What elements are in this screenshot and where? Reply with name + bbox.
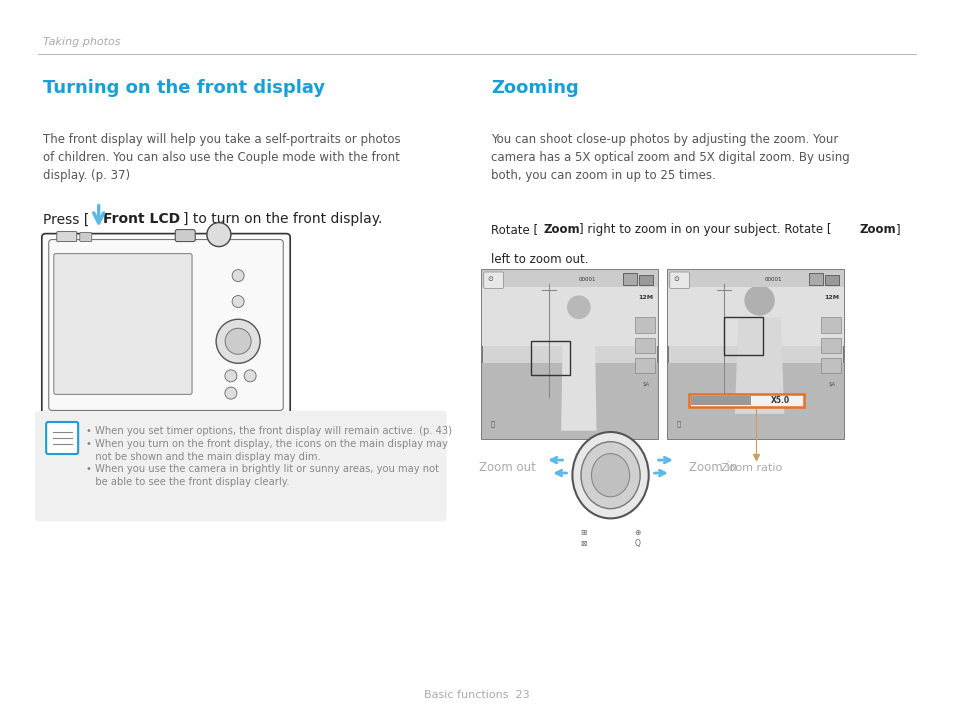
FancyBboxPatch shape <box>80 233 91 242</box>
Bar <box>824 275 838 285</box>
Text: 00001: 00001 <box>764 276 781 282</box>
FancyBboxPatch shape <box>35 411 446 521</box>
Text: Press [: Press [ <box>43 212 89 226</box>
Text: ⊞
⊠: ⊞ ⊠ <box>580 528 586 548</box>
Text: 🔋: 🔋 <box>490 420 494 427</box>
Bar <box>481 363 658 439</box>
Bar <box>821 338 840 353</box>
FancyBboxPatch shape <box>175 230 195 242</box>
Bar <box>481 270 658 439</box>
FancyBboxPatch shape <box>483 272 503 289</box>
Text: Zoom: Zoom <box>543 223 579 236</box>
Bar <box>635 358 654 373</box>
Text: ]: ] <box>896 223 900 236</box>
Text: Zoom in: Zoom in <box>689 461 737 474</box>
Text: Zoom ratio: Zoom ratio <box>720 463 781 473</box>
Bar <box>667 270 843 346</box>
Circle shape <box>225 387 236 399</box>
Bar <box>635 338 654 353</box>
Text: 00001: 00001 <box>578 276 596 282</box>
FancyBboxPatch shape <box>42 233 290 415</box>
Bar <box>531 341 569 375</box>
Bar <box>667 363 843 439</box>
Text: ⊙: ⊙ <box>487 276 493 282</box>
Ellipse shape <box>591 454 629 497</box>
Text: $A: $A <box>827 382 835 387</box>
Bar <box>723 318 762 354</box>
Text: 12M: 12M <box>638 295 653 300</box>
FancyBboxPatch shape <box>53 253 192 395</box>
Text: Zoom: Zoom <box>859 223 895 236</box>
Text: 12M: 12M <box>823 295 839 300</box>
Text: Basic functions  23: Basic functions 23 <box>424 690 529 700</box>
Bar <box>635 318 654 333</box>
Circle shape <box>232 295 244 307</box>
Text: X5.0: X5.0 <box>770 396 789 405</box>
Circle shape <box>244 370 255 382</box>
Text: Zooming: Zooming <box>491 79 578 97</box>
Text: Turning on the front display: Turning on the front display <box>43 79 325 97</box>
Polygon shape <box>560 321 596 431</box>
Circle shape <box>207 222 231 246</box>
Circle shape <box>232 269 244 282</box>
FancyBboxPatch shape <box>57 232 76 242</box>
Text: ] to turn on the front display.: ] to turn on the front display. <box>183 212 382 226</box>
Text: You can shoot close-up photos by adjusting the zoom. Your
camera has a 5X optica: You can shoot close-up photos by adjusti… <box>491 133 849 182</box>
Circle shape <box>225 328 251 354</box>
Bar <box>639 275 652 285</box>
Text: Taking photos: Taking photos <box>43 37 120 48</box>
Circle shape <box>743 285 774 315</box>
Bar <box>821 318 840 333</box>
Polygon shape <box>734 318 783 414</box>
Ellipse shape <box>572 432 648 518</box>
Circle shape <box>216 319 260 364</box>
Text: • When you set timer options, the front display will remain active. (p. 43)
• Wh: • When you set timer options, the front … <box>86 426 452 487</box>
Bar <box>622 273 637 285</box>
Text: left to zoom out.: left to zoom out. <box>491 253 588 266</box>
Text: ⊙: ⊙ <box>673 276 679 282</box>
Bar <box>690 395 750 405</box>
Bar <box>481 270 658 287</box>
FancyBboxPatch shape <box>46 422 78 454</box>
Text: Zoom out: Zoom out <box>478 461 536 474</box>
Bar <box>481 270 658 346</box>
Text: Front LCD: Front LCD <box>103 212 180 226</box>
Text: $A: $A <box>641 382 649 387</box>
Bar <box>688 394 802 407</box>
Text: 🔋: 🔋 <box>676 420 679 427</box>
Text: Rotate [: Rotate [ <box>491 223 537 236</box>
Text: ] right to zoom in on your subject. Rotate [: ] right to zoom in on your subject. Rota… <box>578 223 831 236</box>
Bar <box>667 270 843 439</box>
Bar <box>808 273 822 285</box>
Circle shape <box>566 295 590 319</box>
Bar <box>667 270 843 287</box>
Ellipse shape <box>580 442 639 508</box>
Circle shape <box>225 370 236 382</box>
FancyBboxPatch shape <box>669 272 689 289</box>
Bar <box>821 358 840 373</box>
Text: ⊕
Q: ⊕ Q <box>634 528 639 548</box>
Text: The front display will help you take a self-portraits or photos
of children. You: The front display will help you take a s… <box>43 133 400 182</box>
